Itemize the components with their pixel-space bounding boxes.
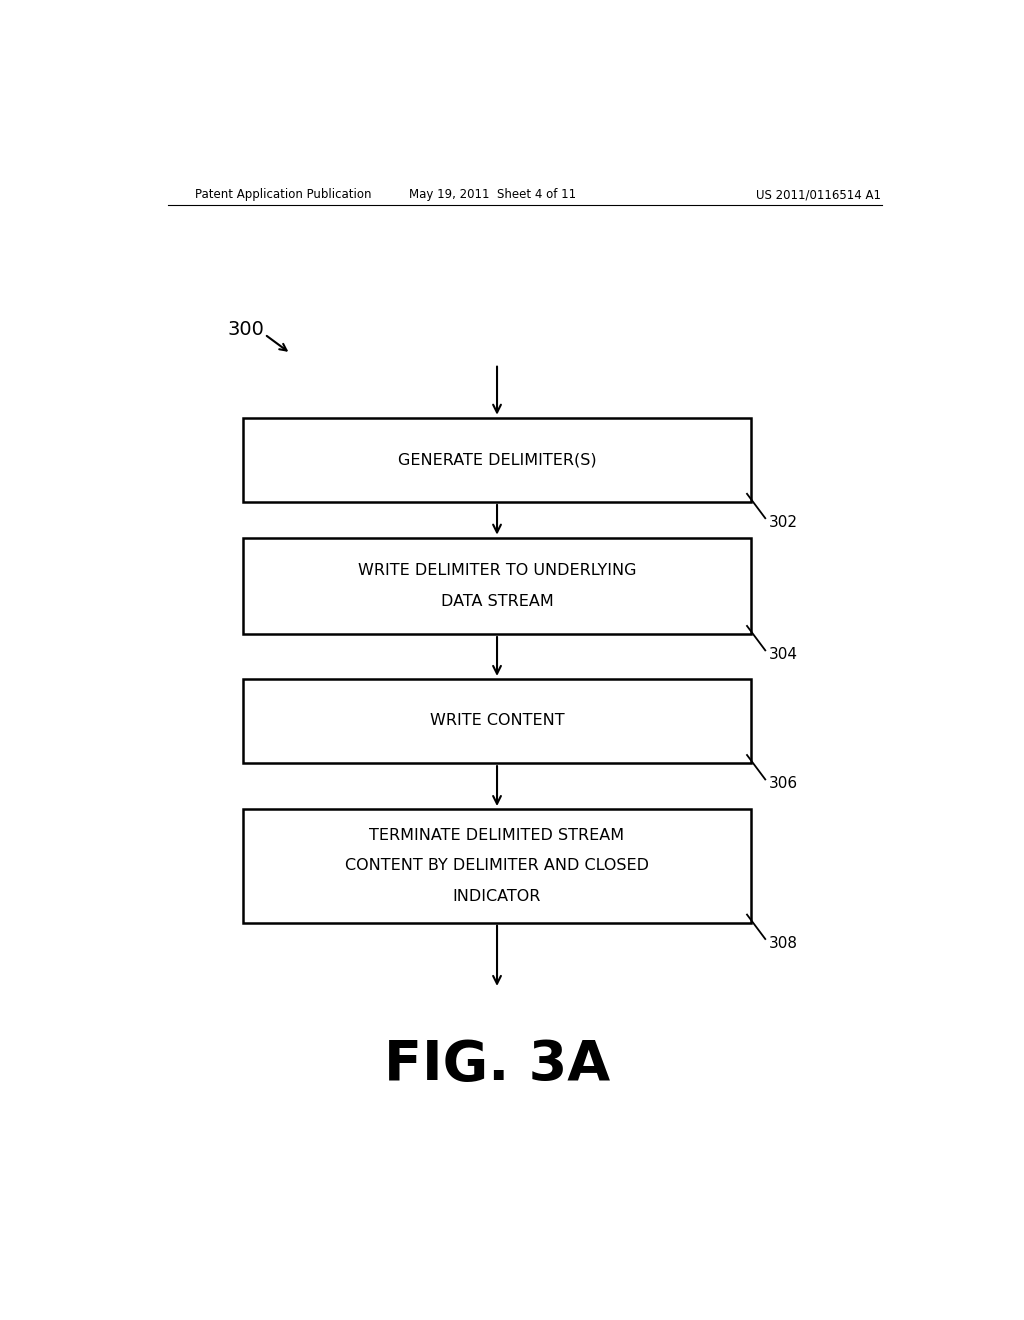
- Bar: [243, 417, 751, 502]
- Text: 304: 304: [769, 647, 799, 661]
- Text: 300: 300: [227, 319, 264, 339]
- Text: 306: 306: [769, 776, 799, 791]
- Text: TERMINATE DELIMITED STREAM: TERMINATE DELIMITED STREAM: [370, 828, 625, 843]
- Text: 308: 308: [769, 936, 799, 950]
- Text: US 2011/0116514 A1: US 2011/0116514 A1: [756, 189, 881, 202]
- Text: GENERATE DELIMITER(S): GENERATE DELIMITER(S): [397, 453, 596, 467]
- Text: WRITE CONTENT: WRITE CONTENT: [430, 714, 564, 729]
- Bar: [243, 809, 751, 923]
- Bar: [243, 537, 751, 634]
- Text: DATA STREAM: DATA STREAM: [440, 594, 553, 609]
- Text: May 19, 2011  Sheet 4 of 11: May 19, 2011 Sheet 4 of 11: [410, 189, 577, 202]
- Text: INDICATOR: INDICATOR: [453, 888, 542, 904]
- Text: 302: 302: [769, 515, 799, 529]
- Text: CONTENT BY DELIMITER AND CLOSED: CONTENT BY DELIMITER AND CLOSED: [345, 858, 649, 874]
- Text: WRITE DELIMITER TO UNDERLYING: WRITE DELIMITER TO UNDERLYING: [357, 564, 636, 578]
- Bar: [243, 678, 751, 763]
- Text: FIG. 3A: FIG. 3A: [384, 1038, 610, 1092]
- Text: Patent Application Publication: Patent Application Publication: [196, 189, 372, 202]
